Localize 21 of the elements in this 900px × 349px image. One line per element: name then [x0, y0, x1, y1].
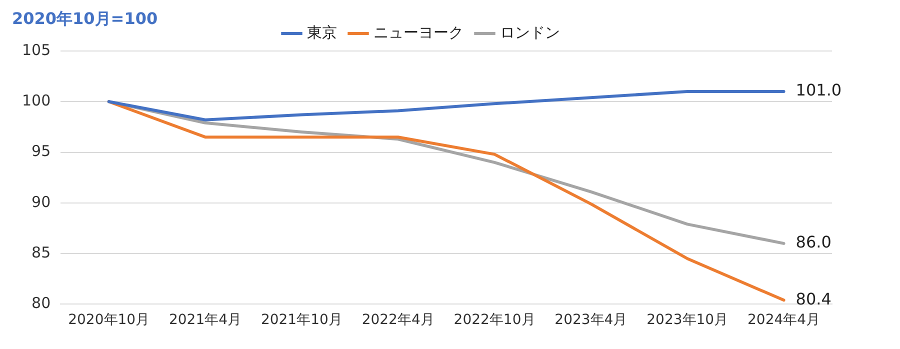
- x-tick-label: 2023年10月: [646, 312, 728, 328]
- y-tick-label: 80: [32, 294, 51, 312]
- x-tick-label: 2024年4月: [748, 312, 820, 328]
- y-tick-label: 100: [22, 92, 51, 110]
- data-label: 101.0: [796, 80, 842, 100]
- x-tick-label: 2022年4月: [362, 312, 434, 328]
- legend-label: 東京: [306, 23, 337, 42]
- y-tick-label: 105: [22, 40, 51, 59]
- x-tick-label: 2022年10月: [454, 312, 536, 328]
- y-tick-label: 85: [32, 243, 51, 262]
- data-label: 86.0: [796, 232, 832, 252]
- x-tick-label: 2023年4月: [554, 312, 628, 328]
- data-label: 80.4: [796, 289, 832, 308]
- x-tick-label: 2020年10月: [68, 312, 150, 328]
- legend-label: ロンドン: [500, 23, 560, 42]
- x-tick-label: 2021年4月: [168, 312, 242, 328]
- y-tick-label: 95: [32, 142, 51, 160]
- y-tick-label: 90: [32, 192, 51, 211]
- x-tick-label: 2021年10月: [260, 312, 342, 328]
- legend-label: ニューヨーク: [373, 23, 464, 42]
- chart-title: 2020年10月=100: [12, 9, 158, 28]
